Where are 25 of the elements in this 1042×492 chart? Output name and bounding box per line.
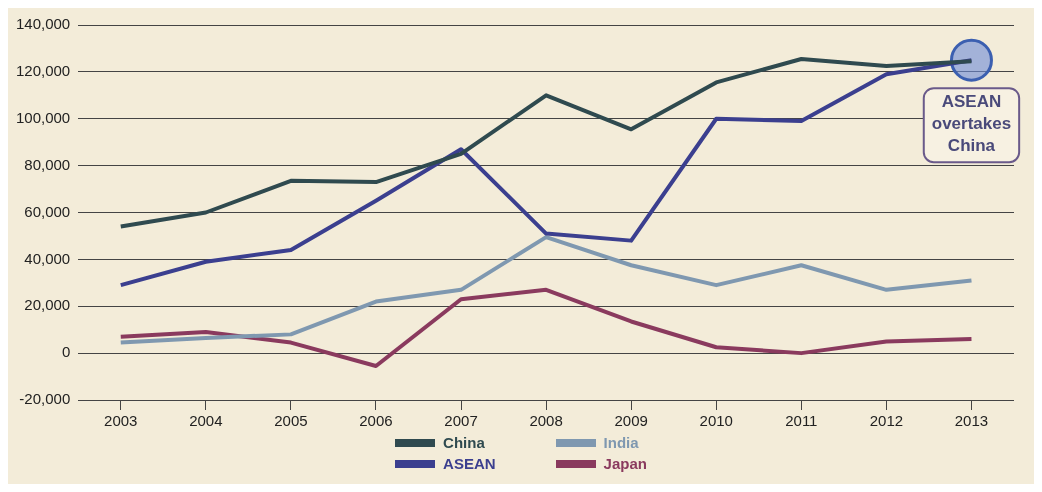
- x-tick-label: 2013: [954, 412, 989, 430]
- x-tick-label: 2011: [785, 412, 818, 430]
- legend-label: India: [603, 434, 639, 451]
- y-tick-label: 20,000: [24, 296, 71, 314]
- y-tick-label: 120,000: [15, 62, 71, 80]
- x-tick-label: 2006: [359, 412, 393, 430]
- x-tick-label: 2012: [869, 412, 904, 430]
- x-tick-label: 2010: [699, 412, 733, 430]
- y-tick-label: 0: [61, 343, 71, 361]
- legend-label: Japan: [603, 455, 647, 472]
- x-tick-label: 2005: [274, 412, 308, 430]
- y-tick-label: 140,000: [15, 15, 71, 33]
- y-tick-label: 40,000: [24, 249, 71, 267]
- x-tick-label: 2003: [104, 412, 138, 430]
- y-tick-label: 100,000: [15, 108, 71, 126]
- legend-label: China: [443, 434, 485, 451]
- y-tick-label: 80,000: [24, 155, 71, 173]
- x-tick-label: 2007: [444, 412, 478, 430]
- legend-label: ASEAN: [443, 455, 496, 472]
- y-tick-label: 60,000: [24, 202, 71, 220]
- x-tick-label: 2009: [614, 412, 648, 430]
- y-tick-label: -20,000: [19, 390, 71, 408]
- x-tick-label: 2008: [529, 412, 563, 430]
- x-tick-label: 2004: [189, 412, 223, 430]
- annotation: ASEAN overtakes China: [931, 92, 1012, 156]
